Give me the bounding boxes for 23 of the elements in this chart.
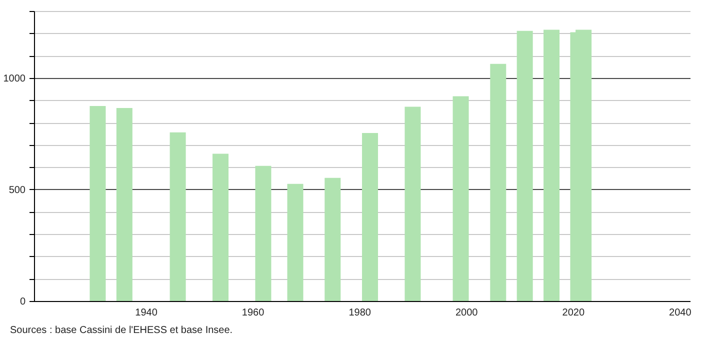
bar [452,96,469,301]
x-tick-label: 2000 [455,308,478,318]
x-tick-label: 1960 [242,308,265,318]
x-tick-label: 1980 [348,308,372,318]
bar [255,166,272,301]
bar [212,154,229,301]
bar [116,108,132,301]
bar [516,30,533,301]
bar [404,106,421,301]
bar [544,30,560,301]
bar [362,133,378,301]
source-note: Sources : base Cassini de l'EHESS et base Insee. [10,325,233,336]
bar [287,184,304,301]
bar [324,178,341,301]
bar [170,132,186,301]
y-tick-label: 0 [20,296,26,308]
y-tick-label: 1000 [3,73,26,84]
x-tick-label: 2040 [669,308,692,318]
x-tick-label: 1940 [135,308,158,318]
x-tick-label: 2020 [562,308,585,318]
y-tick-label: 500 [8,184,26,196]
bar [90,106,106,301]
bar [490,64,506,301]
